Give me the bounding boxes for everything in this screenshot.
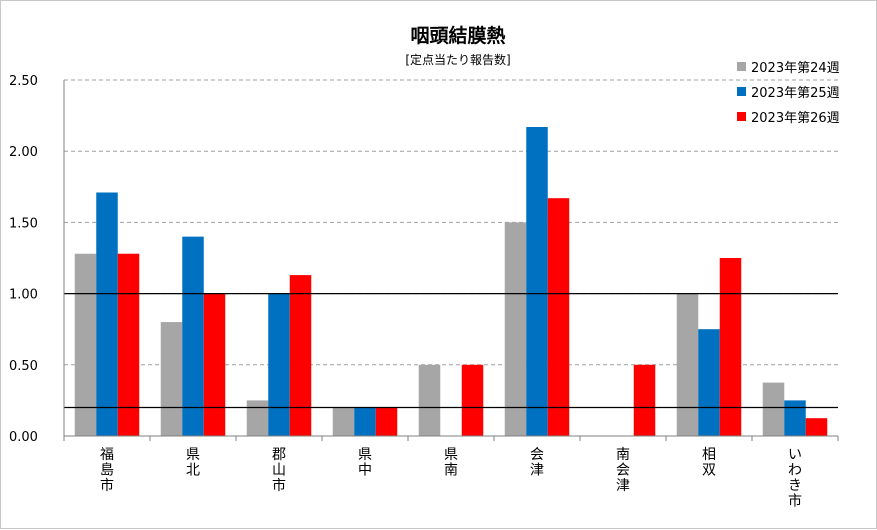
y-tick-label: 1.00 [9,288,38,303]
bar [182,236,204,436]
bar [96,192,118,436]
x-tick-label: 県北 [186,447,200,479]
bar [504,222,527,436]
bar [676,293,699,436]
bar [289,275,312,436]
y-tick-label: 0.00 [9,430,38,445]
reference-lines [64,293,838,409]
bar [117,253,140,436]
y-tick-label: 2.00 [9,145,38,160]
bar [526,126,548,436]
bar [203,293,226,436]
legend-swatch [737,112,746,121]
y-tick-label: 0.50 [9,359,38,374]
bar [633,364,656,436]
bar [246,400,269,436]
bar [547,198,570,436]
bar [698,329,720,436]
legend-label: 2023年第25週 [751,86,840,101]
x-tick-label: 郡山市 [272,447,286,494]
legend-label: 2023年第24週 [751,61,840,76]
x-tick-label: 会津 [530,447,544,479]
bars-layer [74,126,828,436]
bar [332,407,355,436]
bar [418,364,441,436]
x-tick-label: 県中 [358,447,372,479]
bar [268,293,290,436]
y-tick-label: 2.50 [9,74,38,89]
bar [784,400,806,436]
x-tick-label: いわき市 [788,447,802,510]
bar [160,322,183,436]
axes: 0.00 0.50 1.00 1.50 2.00 2.50 福島市 県北 郡山市 県中 県南 会津 南会… [9,74,839,510]
chart-subtitle: [定点当たり報告数] [405,52,510,67]
bar [354,407,376,436]
bar [375,407,398,436]
chart-title: 咽頭結膜熱 [410,24,505,47]
x-tick-label: 福島市 [100,447,114,494]
bar [762,382,785,436]
bar [805,418,828,436]
legend-label: 2023年第26週 [751,111,840,126]
y-tick-label: 1.50 [9,216,38,231]
legend: 2023年第24週 2023年第25週 2023年第26週 [737,61,840,126]
bar [74,253,97,436]
x-tick-label: 相双 [702,447,716,479]
x-tick-label: 県南 [444,447,458,479]
bar [719,258,742,436]
bar [461,364,484,436]
legend-swatch [737,62,746,71]
x-tick-label: 南会津 [616,447,630,494]
legend-swatch [737,87,746,96]
